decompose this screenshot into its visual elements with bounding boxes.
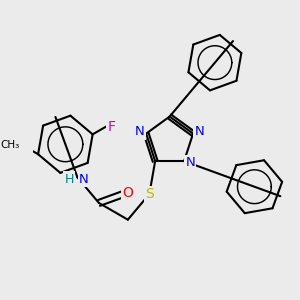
Text: O: O <box>123 186 134 200</box>
Text: N: N <box>185 156 195 170</box>
Text: CH₃: CH₃ <box>0 140 20 149</box>
Text: N: N <box>135 125 145 138</box>
Text: S: S <box>145 187 154 201</box>
Text: F: F <box>107 120 116 134</box>
Text: N: N <box>79 172 89 186</box>
Text: N: N <box>194 125 204 138</box>
Text: H: H <box>64 172 74 186</box>
